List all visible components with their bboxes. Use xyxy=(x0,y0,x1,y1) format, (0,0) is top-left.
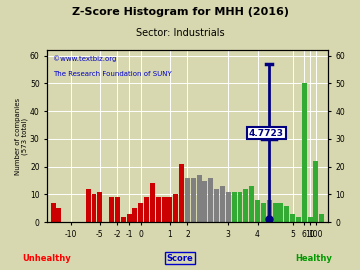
Bar xyxy=(255,200,260,222)
Bar xyxy=(302,83,307,222)
Bar xyxy=(57,208,62,222)
Bar xyxy=(185,178,190,222)
Bar xyxy=(290,214,295,222)
Bar xyxy=(97,192,102,222)
Bar xyxy=(261,203,266,222)
Bar xyxy=(150,183,155,222)
Text: The Research Foundation of SUNY: The Research Foundation of SUNY xyxy=(53,71,172,77)
Bar xyxy=(191,178,196,222)
Bar xyxy=(319,214,324,222)
Bar xyxy=(243,189,248,222)
Bar xyxy=(121,217,126,222)
Bar xyxy=(232,192,237,222)
Bar xyxy=(138,203,143,222)
Text: Healthy: Healthy xyxy=(295,254,332,262)
Bar xyxy=(162,197,167,222)
Bar xyxy=(296,217,301,222)
Bar xyxy=(273,203,278,222)
Text: 4.7723: 4.7723 xyxy=(249,129,284,137)
Bar xyxy=(91,194,96,222)
Bar xyxy=(278,203,283,222)
Bar xyxy=(267,200,272,222)
Bar xyxy=(86,189,91,222)
Bar xyxy=(109,197,114,222)
Bar xyxy=(202,181,207,222)
Y-axis label: Number of companies
(573 total): Number of companies (573 total) xyxy=(15,97,28,175)
Bar xyxy=(226,192,231,222)
Bar xyxy=(127,214,131,222)
Bar xyxy=(249,186,254,222)
Bar xyxy=(156,197,161,222)
Bar xyxy=(307,217,312,222)
Bar xyxy=(214,189,219,222)
Bar xyxy=(208,178,213,222)
Text: Unhealthy: Unhealthy xyxy=(22,254,71,262)
Bar xyxy=(238,192,243,222)
Bar xyxy=(314,161,318,222)
Bar xyxy=(132,208,138,222)
Text: Z-Score Histogram for MHH (2016): Z-Score Histogram for MHH (2016) xyxy=(72,7,288,17)
Bar xyxy=(197,175,202,222)
Text: ©www.textbiz.org: ©www.textbiz.org xyxy=(53,55,116,62)
Bar xyxy=(51,203,55,222)
Bar xyxy=(167,197,172,222)
Bar xyxy=(284,205,289,222)
Text: Score: Score xyxy=(167,254,193,262)
Bar xyxy=(173,194,178,222)
Bar xyxy=(179,164,184,222)
Bar xyxy=(220,186,225,222)
Bar xyxy=(115,197,120,222)
Bar xyxy=(144,197,149,222)
Text: Sector: Industrials: Sector: Industrials xyxy=(136,28,224,38)
